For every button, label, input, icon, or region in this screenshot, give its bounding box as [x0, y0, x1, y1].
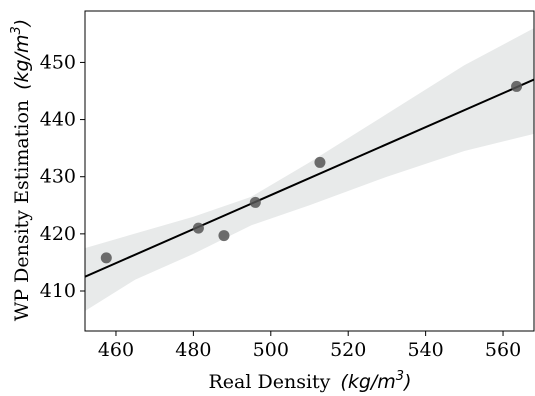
- data-point-3: [218, 230, 230, 242]
- data-point-5: [314, 156, 326, 168]
- x-tick-label-460: 460: [98, 339, 134, 361]
- x-axis-label-exp: 3: [396, 369, 404, 384]
- y-tick-label-450: 450: [40, 51, 76, 73]
- x-ticks-layer: 460 480 500 520 540 560: [98, 331, 521, 361]
- y-tick-label-430: 430: [40, 166, 76, 188]
- x-axis-label-text: Real Density: [209, 371, 331, 393]
- x-axis-label-unit: (kg/m: [340, 371, 395, 393]
- scatter-points-layer: [100, 80, 523, 264]
- plot-frame: [84, 10, 535, 332]
- data-point-2: [192, 222, 204, 234]
- x-tick-label-500: 500: [253, 339, 289, 361]
- y-tick-label-440: 440: [40, 109, 76, 131]
- data-point-1: [100, 252, 112, 264]
- x-tick-label-560: 560: [485, 339, 521, 361]
- y-axis-label-unit: (kg/m: [11, 34, 33, 89]
- x-tick-label-480: 480: [175, 339, 211, 361]
- y-axis-label-exp: 3: [9, 26, 24, 34]
- y-tick-label-420: 420: [40, 223, 76, 245]
- data-point-4: [249, 196, 261, 208]
- data-point-6: [511, 80, 523, 92]
- y-axis-label-text: WP Density Estimation: [11, 100, 33, 321]
- y-axis-label-close: ): [11, 19, 33, 28]
- x-tick-label-540: 540: [407, 339, 443, 361]
- x-axis-label-close: ): [402, 371, 411, 393]
- confidence-band-layer: [85, 28, 534, 311]
- x-axis-label: Real Density (kg/m3): [209, 369, 412, 393]
- regression-line-layer: [85, 78, 534, 278]
- y-ticks-layer: 410 420 430 440 450: [40, 51, 85, 302]
- regression-line: [85, 78, 534, 278]
- x-tick-label-520: 520: [330, 339, 366, 361]
- y-tick-label-410: 410: [40, 280, 76, 302]
- y-axis-label: WP Density Estimation (kg/m3): [9, 19, 33, 321]
- confidence-band: [85, 28, 534, 311]
